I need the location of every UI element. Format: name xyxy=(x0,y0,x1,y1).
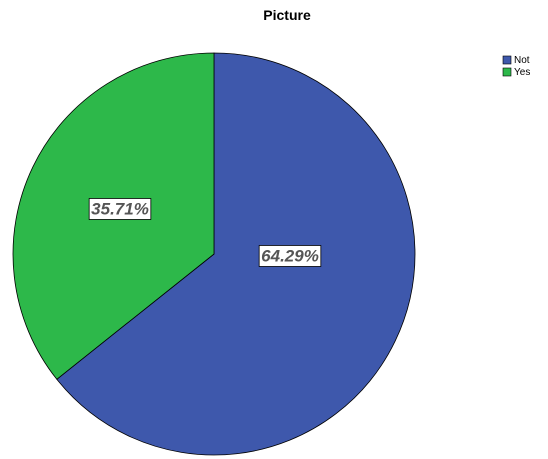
legend-label-not: Not xyxy=(514,55,530,66)
legend-label-yes: Yes xyxy=(514,67,530,78)
pie-slices xyxy=(12,52,416,456)
data-label-box-yes xyxy=(88,198,152,220)
pie-slice-not xyxy=(56,52,416,456)
legend-swatch-yes xyxy=(502,67,512,77)
data-label-box-not xyxy=(258,245,322,267)
data-label-yes: 35.71% xyxy=(88,198,152,220)
legend-swatch-not xyxy=(502,55,512,65)
data-label-not: 64.29% xyxy=(258,245,322,267)
chart-title: Picture xyxy=(263,7,311,23)
pie-data-labels: 64.29% 35.71% xyxy=(88,198,322,267)
data-label-text-not: 64.29% xyxy=(261,246,319,265)
data-label-text-yes: 35.71% xyxy=(91,199,149,218)
legend: Not Yes xyxy=(502,55,530,78)
